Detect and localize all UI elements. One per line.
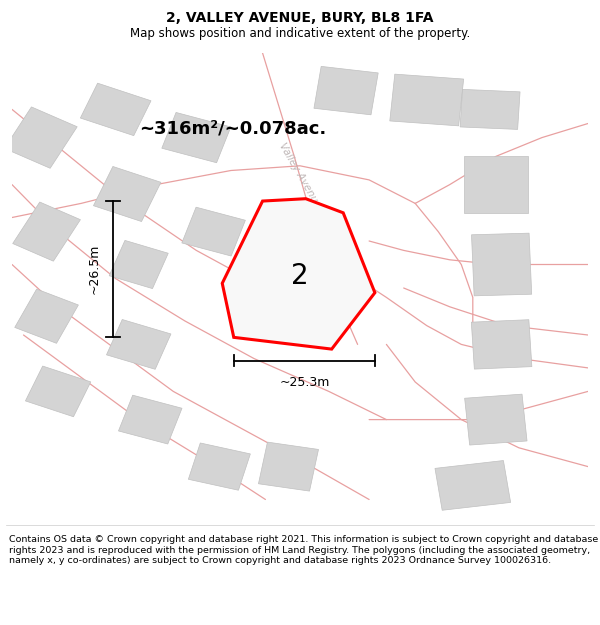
Bar — [15, 289, 79, 343]
Text: 2: 2 — [291, 262, 309, 290]
Bar — [162, 112, 231, 162]
Bar — [314, 66, 378, 115]
Bar — [106, 319, 171, 369]
Bar — [13, 202, 80, 261]
Bar — [472, 233, 532, 296]
Bar — [182, 207, 245, 256]
Text: Valley Avenue: Valley Avenue — [277, 141, 323, 209]
Bar — [259, 442, 319, 491]
Bar — [188, 443, 250, 490]
Text: ~316m²/~0.078ac.: ~316m²/~0.078ac. — [139, 119, 326, 138]
Bar — [118, 395, 182, 444]
Bar — [109, 241, 168, 289]
Text: Map shows position and indicative extent of the property.: Map shows position and indicative extent… — [130, 27, 470, 40]
Text: Contains OS data © Crown copyright and database right 2021. This information is : Contains OS data © Crown copyright and d… — [9, 535, 598, 565]
Polygon shape — [222, 199, 375, 349]
Text: 2, VALLEY AVENUE, BURY, BL8 1FA: 2, VALLEY AVENUE, BURY, BL8 1FA — [166, 11, 434, 24]
Bar — [25, 366, 91, 417]
Text: ~26.5m: ~26.5m — [87, 244, 100, 294]
Bar — [460, 89, 520, 129]
Bar — [94, 166, 161, 221]
Bar — [80, 83, 151, 136]
Bar — [464, 394, 527, 445]
Bar — [4, 107, 77, 168]
Bar — [435, 461, 511, 510]
Bar — [464, 156, 527, 212]
Text: ~25.3m: ~25.3m — [279, 376, 329, 389]
Bar — [472, 320, 532, 369]
Bar — [390, 74, 464, 126]
